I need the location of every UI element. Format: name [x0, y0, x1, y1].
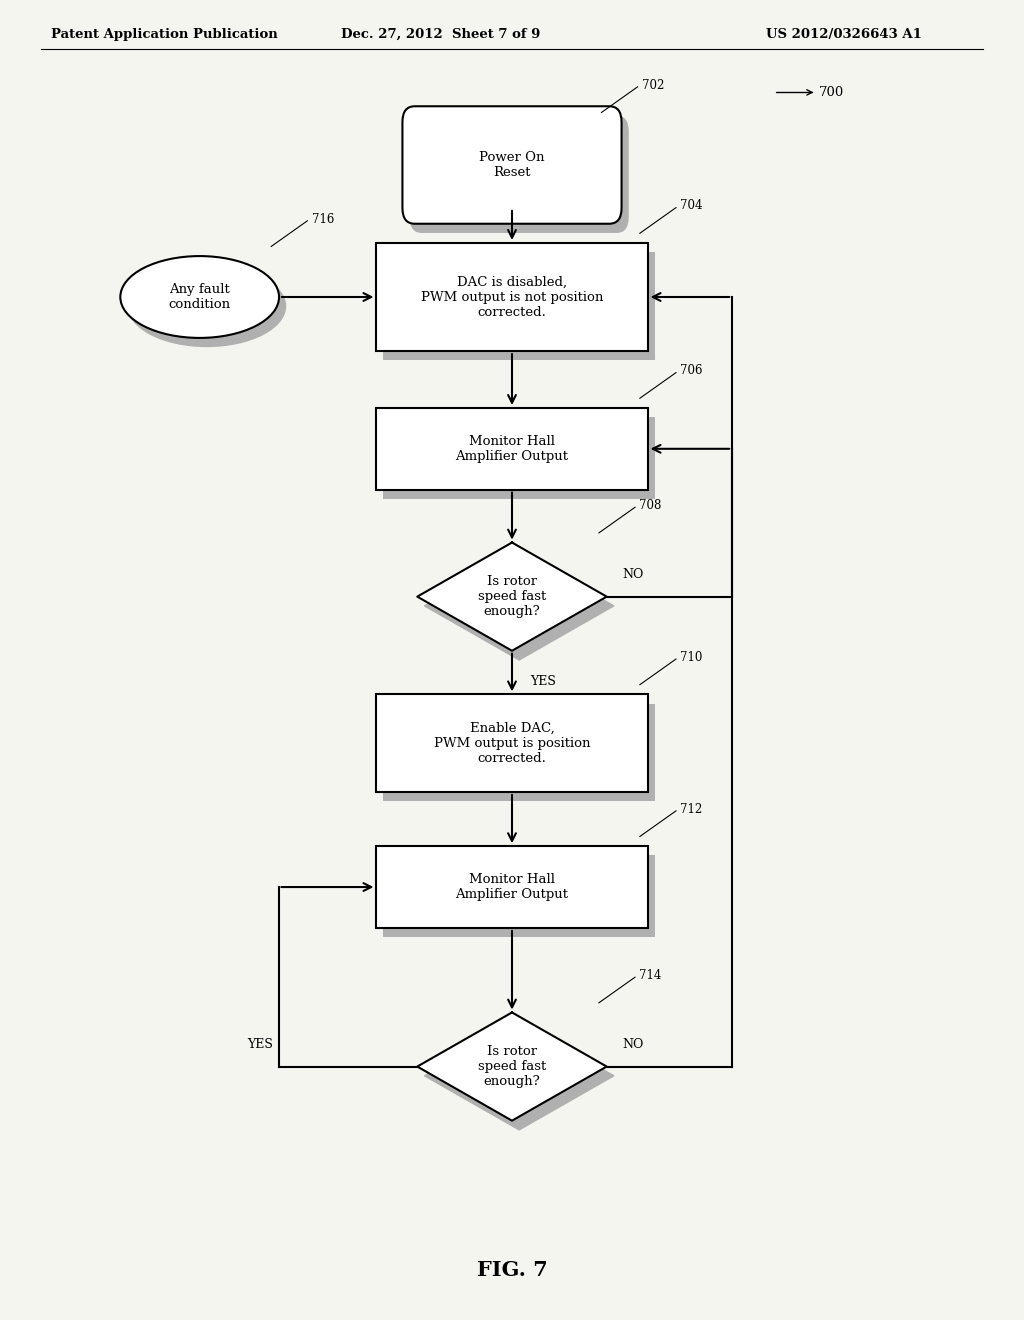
Text: Any fault
condition: Any fault condition — [169, 282, 230, 312]
Bar — [377, 694, 648, 792]
Polygon shape — [424, 552, 614, 660]
Text: NO: NO — [623, 568, 643, 581]
Text: 702: 702 — [642, 79, 665, 91]
Polygon shape — [424, 1022, 614, 1130]
Text: NO: NO — [623, 1038, 643, 1051]
Text: Monitor Hall
Amplifier Output: Monitor Hall Amplifier Output — [456, 434, 568, 463]
Ellipse shape — [127, 265, 287, 347]
Text: 712: 712 — [681, 803, 702, 816]
Text: DAC is disabled,
PWM output is not position
corrected.: DAC is disabled, PWM output is not posit… — [421, 276, 603, 318]
Text: FIG. 7: FIG. 7 — [476, 1259, 548, 1280]
Bar — [383, 855, 655, 937]
Text: Dec. 27, 2012  Sheet 7 of 9: Dec. 27, 2012 Sheet 7 of 9 — [341, 28, 540, 41]
Text: Is rotor
speed fast
enough?: Is rotor speed fast enough? — [478, 576, 546, 618]
Text: 706: 706 — [681, 364, 702, 378]
Text: Power On
Reset: Power On Reset — [479, 150, 545, 180]
Ellipse shape — [121, 256, 279, 338]
Bar — [377, 846, 648, 928]
Text: 710: 710 — [681, 651, 702, 664]
Bar — [383, 704, 655, 801]
FancyBboxPatch shape — [410, 116, 629, 232]
Text: YES: YES — [248, 1038, 273, 1051]
Bar — [377, 408, 648, 490]
FancyBboxPatch shape — [402, 107, 622, 223]
Text: US 2012/0326643 A1: US 2012/0326643 A1 — [766, 28, 922, 41]
Text: Patent Application Publication: Patent Application Publication — [51, 28, 278, 41]
Text: Monitor Hall
Amplifier Output: Monitor Hall Amplifier Output — [456, 873, 568, 902]
Bar — [383, 252, 655, 360]
Text: 714: 714 — [639, 969, 662, 982]
Text: 716: 716 — [312, 213, 334, 226]
Polygon shape — [418, 1012, 606, 1121]
Text: Enable DAC,
PWM output is position
corrected.: Enable DAC, PWM output is position corre… — [434, 722, 590, 764]
Text: 704: 704 — [681, 199, 702, 213]
Text: Is rotor
speed fast
enough?: Is rotor speed fast enough? — [478, 1045, 546, 1088]
Text: 708: 708 — [639, 499, 662, 512]
Bar — [383, 417, 655, 499]
Bar — [377, 243, 648, 351]
Text: 700: 700 — [776, 86, 845, 99]
Text: YES: YES — [530, 675, 556, 688]
Polygon shape — [418, 543, 606, 651]
